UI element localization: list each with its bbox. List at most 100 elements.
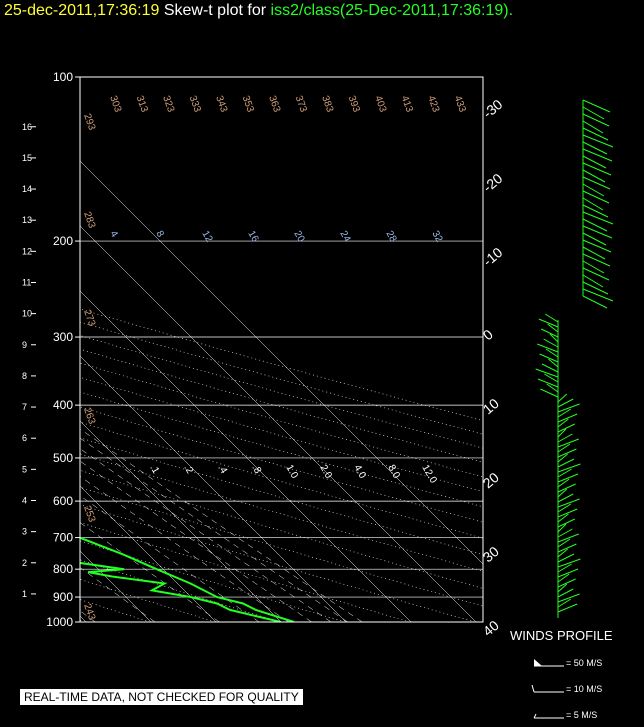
- mixing-ratio-line: [80, 437, 348, 622]
- theta-label: 333: [187, 94, 203, 114]
- dry-adiabat: [80, 540, 346, 622]
- wind-barb: [582, 267, 610, 281]
- wind-legend-flag: [533, 713, 537, 719]
- wind-barb: [557, 578, 576, 588]
- pressure-tick-label: 100: [53, 70, 73, 84]
- mixing-ratio-label: 20: [291, 229, 306, 245]
- mixing-ratio-label: 1.0: [283, 463, 300, 481]
- skewed-temp-right-label: 0: [480, 326, 496, 343]
- theta-label: 343: [213, 94, 229, 114]
- wind-barb: [557, 538, 571, 548]
- wind-barb: [557, 423, 576, 433]
- wind-barb: [548, 358, 559, 368]
- wind-legend-label: = 50 M/S: [566, 658, 603, 668]
- wind-barb: [557, 448, 577, 458]
- skewed-temp-right-label: -20: [480, 170, 506, 195]
- mixing-ratio-label: 28: [383, 229, 398, 245]
- wind-barb: [582, 232, 607, 246]
- isotherm-line: [80, 615, 87, 622]
- wind-barb: [543, 338, 559, 348]
- wind-barb: [582, 106, 605, 120]
- pressure-tick-label: 1000: [46, 615, 73, 629]
- wind-barb: [557, 418, 569, 428]
- pressure-tick-label: 400: [53, 398, 73, 412]
- mixing-ratio-line: [80, 460, 312, 622]
- wind-barb: [582, 218, 608, 232]
- isotherm-line: [80, 355, 347, 622]
- height-tick-label: 1: [22, 589, 27, 599]
- wind-barb: [582, 148, 613, 162]
- wind-barb: [557, 568, 579, 578]
- theta-label: 373: [293, 94, 309, 114]
- wind-legend-barb: [531, 684, 564, 693]
- height-tick-label: 14: [22, 184, 32, 194]
- wind-barb: [539, 353, 559, 363]
- wind-barb: [582, 99, 611, 113]
- wind-legend-label: = 5 M/S: [566, 710, 598, 720]
- isotherm-line: [0, 77, 21, 622]
- wind-barb: [582, 120, 604, 134]
- wind-barb: [557, 588, 574, 598]
- plot-header: 25-dec-2011,17:36:19 Skew-t plot for iss…: [4, 2, 513, 20]
- mixing-ratio-line: [80, 448, 332, 622]
- wind-barb: [557, 483, 576, 493]
- wind-barb: [557, 603, 578, 613]
- mixing-ratio-line: [80, 476, 289, 622]
- wind-barb: [582, 260, 605, 274]
- wind-barb: [557, 593, 580, 603]
- isotherm-line: [80, 225, 477, 622]
- isotherm-line: [80, 290, 412, 622]
- wind-barb: [557, 478, 570, 488]
- wind-barb: [535, 368, 559, 378]
- wind-barb: [557, 453, 568, 463]
- wind-barb: [557, 503, 572, 513]
- pressure-tick-label: 600: [53, 494, 73, 508]
- pressure-tick-label: 800: [53, 562, 73, 576]
- mixing-ratio-label: 4.0: [351, 463, 368, 481]
- header-timestamp: 25-dec-2011,17:36:19: [4, 2, 160, 19]
- wind-barb: [557, 463, 581, 473]
- mixing-ratio-line: [80, 428, 363, 622]
- wind-barb: [557, 488, 568, 498]
- height-tick-label: 5: [22, 464, 27, 474]
- wind-barb: [549, 333, 559, 343]
- height-tick-label: 2: [22, 558, 27, 568]
- mixing-ratio-label: 8: [153, 229, 166, 240]
- pressure-tick-label: 500: [53, 451, 73, 465]
- wind-barb: [557, 548, 568, 558]
- wind-barb: [557, 433, 573, 443]
- wind-barb: [557, 458, 575, 468]
- pressure-tick-label: 200: [53, 234, 73, 248]
- mixing-ratio-label: .2: [181, 463, 195, 476]
- wind-legend-barb: [534, 659, 564, 667]
- height-tick-label: 16: [22, 122, 32, 132]
- dry-adiabat: [0, 77, 20, 622]
- theta-label: 263: [81, 406, 97, 426]
- wind-barb: [541, 363, 559, 373]
- wind-barb: [537, 378, 559, 388]
- theta-label: 383: [319, 94, 335, 114]
- isotherm-line: [80, 485, 217, 622]
- wind-barb: [540, 328, 559, 338]
- wind-barb: [582, 162, 612, 176]
- wind-barb: [557, 438, 579, 448]
- wind-barb: [557, 408, 572, 418]
- wind-barb: [582, 127, 609, 141]
- theta-label: 293: [81, 112, 97, 132]
- theta-label: 363: [266, 94, 282, 114]
- dry-adiabat: [80, 559, 281, 622]
- mixing-ratio-label: .1: [147, 463, 161, 476]
- mixing-ratio-line: [80, 495, 260, 622]
- wind-barb: [547, 323, 559, 333]
- dry-adiabat: [80, 522, 411, 622]
- wind-barb: [582, 169, 606, 183]
- mixing-ratio-label: 16: [245, 229, 260, 245]
- wind-barb: [557, 398, 574, 408]
- dry-adiabat: [80, 579, 216, 622]
- wind-barb: [557, 413, 578, 423]
- wind-barb: [582, 288, 614, 302]
- wind-barb: [538, 318, 559, 328]
- mixing-ratio-label: .4: [215, 463, 229, 476]
- temperature-trace: [80, 536, 295, 622]
- wind-barb: [582, 155, 607, 169]
